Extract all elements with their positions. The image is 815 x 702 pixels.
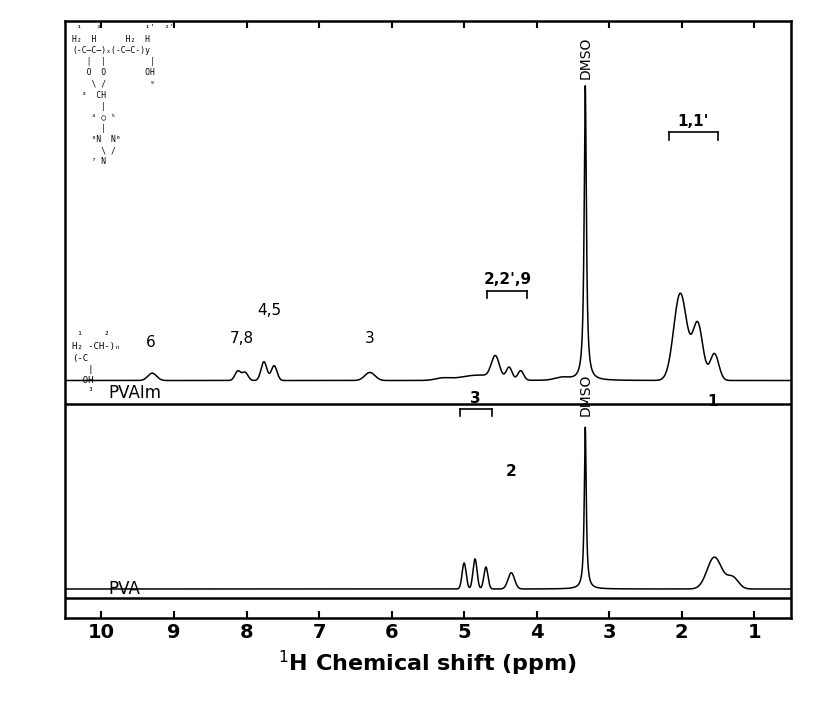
Text: 2: 2 <box>506 464 517 479</box>
Text: 3: 3 <box>365 331 375 346</box>
Text: 6: 6 <box>146 335 156 350</box>
Text: PVA: PVA <box>108 580 141 598</box>
Text: ¹   ²         ¹'  ²'
H₂  H      H₂  H
(-C─C─)ₓ(-C─C-)y
   |  |         |
   O  O: ¹ ² ¹' ²' H₂ H H₂ H (-C─C─)ₓ(-C─C-)y | |… <box>73 24 175 166</box>
Text: 7,8: 7,8 <box>229 331 253 346</box>
Text: DMSO: DMSO <box>579 374 593 416</box>
Text: PVAIm: PVAIm <box>108 384 161 402</box>
Text: 2,2',9: 2,2',9 <box>483 272 531 287</box>
Text: 3: 3 <box>469 391 480 406</box>
Text: ¹    ²
H₂ -CH-)ₙ
(-C
   |
  OH
   ³: ¹ ² H₂ -CH-)ₙ (-C | OH ³ <box>73 331 121 396</box>
Text: DMSO: DMSO <box>579 37 593 79</box>
Text: 1,1': 1,1' <box>677 114 708 129</box>
Text: 4,5: 4,5 <box>257 303 281 317</box>
Text: 1: 1 <box>707 395 717 409</box>
X-axis label: $^{1}$H Chemical shift (ppm): $^{1}$H Chemical shift (ppm) <box>279 649 577 677</box>
